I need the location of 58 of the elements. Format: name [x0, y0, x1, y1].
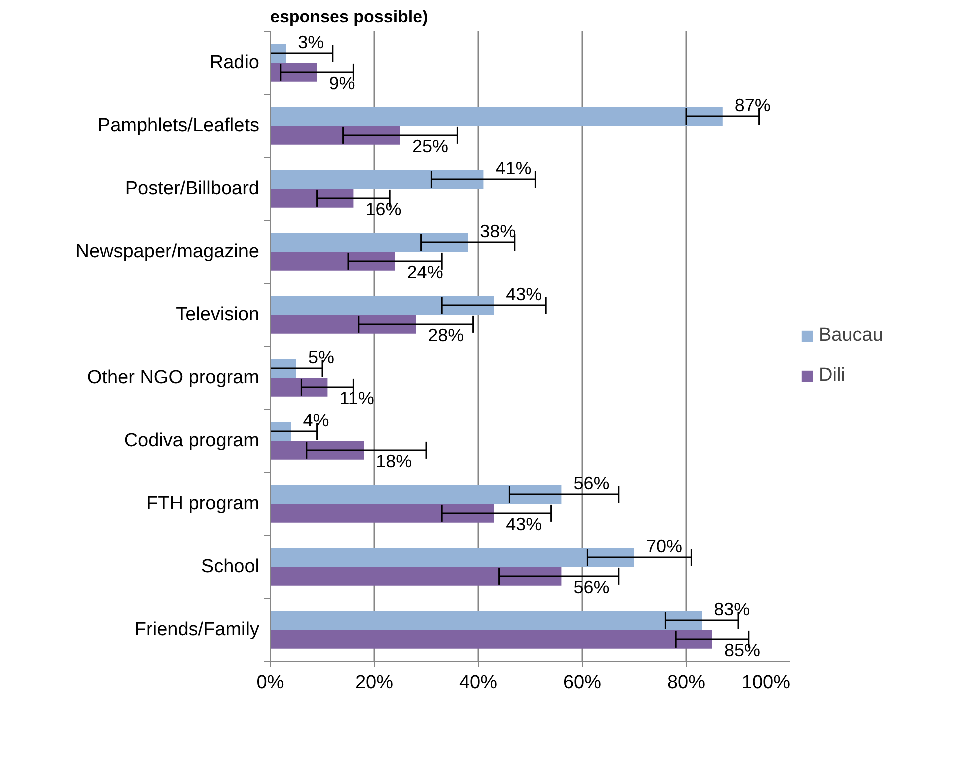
data-label: 56%: [574, 474, 610, 494]
data-label: 4%: [303, 410, 330, 431]
data-label: 87%: [734, 96, 771, 116]
bar: [270, 63, 318, 82]
bar: [270, 315, 416, 334]
data-label: 43%: [506, 284, 542, 305]
bar: [270, 548, 634, 567]
bar: [270, 567, 562, 586]
data-label: 5%: [308, 348, 335, 368]
x-tick-label: 20%: [355, 672, 394, 694]
data-label: 83%: [714, 600, 750, 620]
data-label: 56%: [574, 577, 610, 598]
y-tick-label: Radio: [210, 52, 260, 74]
data-label: 16%: [366, 199, 402, 220]
data-label: 25%: [412, 136, 449, 156]
bar: [270, 504, 494, 523]
chart-title: esponses possible): [270, 8, 428, 26]
data-label: 24%: [407, 262, 444, 282]
data-label: 28%: [428, 325, 464, 346]
y-tick-label: FTH program: [146, 494, 260, 514]
data-label: 38%: [480, 222, 516, 242]
x-tick-label: 40%: [459, 672, 498, 694]
data-label: 85%: [724, 640, 761, 660]
bar: [270, 252, 396, 271]
data-label: 9%: [329, 73, 356, 94]
y-tick-label: Codiva program: [124, 430, 260, 452]
y-tick-label: Newspaper/magazine: [76, 242, 260, 262]
bar: [270, 630, 712, 649]
bar: [270, 170, 484, 189]
data-label: 11%: [340, 388, 374, 408]
legend-label: Baucau: [819, 324, 884, 346]
y-tick-label: Television: [176, 304, 260, 326]
data-label: 43%: [506, 514, 542, 534]
bar: [270, 441, 364, 460]
data-label: 3%: [298, 32, 324, 53]
bar: [270, 107, 723, 126]
y-tick-label: School: [201, 556, 260, 578]
bar: [270, 296, 494, 315]
data-label: 18%: [376, 451, 412, 472]
y-tick-label: Other NGO program: [87, 368, 260, 388]
y-tick-label: Friends/Family: [134, 620, 260, 640]
y-tick-label: Pamphlets/Leaflets: [98, 116, 260, 136]
bar: [270, 359, 296, 378]
bar: [270, 189, 354, 208]
bar: [270, 422, 292, 441]
bar: [270, 611, 702, 630]
bar: [270, 233, 468, 252]
bar: [270, 378, 328, 397]
x-tick-label: 100%: [742, 672, 791, 694]
y-tick-label: Poster/Billboard: [125, 178, 260, 200]
bar: [270, 126, 400, 145]
x-tick-label: 80%: [667, 672, 706, 694]
data-label: 70%: [646, 536, 683, 557]
bar: [270, 485, 562, 504]
data-label: 41%: [496, 158, 532, 179]
x-tick-label: 0%: [256, 672, 284, 694]
legend-label: Dili: [819, 364, 846, 386]
x-tick-label: 60%: [563, 672, 602, 694]
